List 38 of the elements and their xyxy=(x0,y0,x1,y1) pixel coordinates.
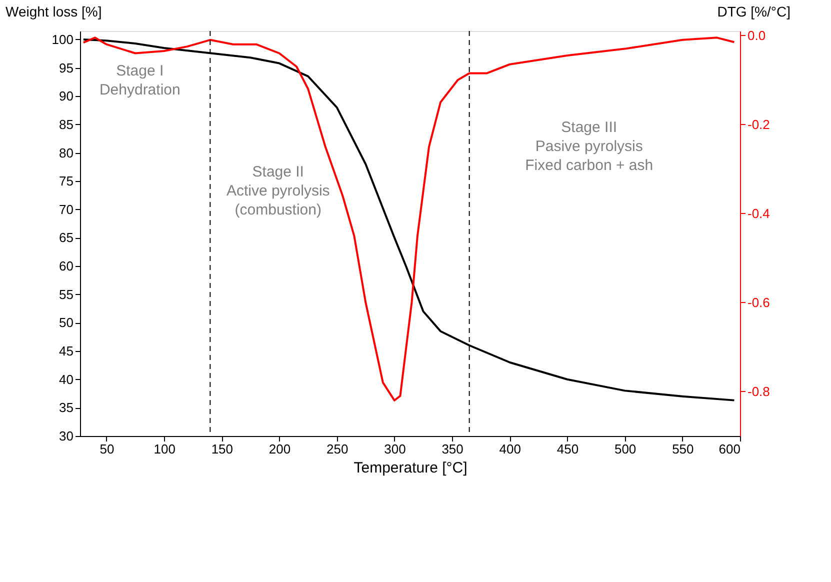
y2-tick-label: -0.6 xyxy=(748,294,770,310)
annotation: Stage I Dehydration xyxy=(99,62,180,98)
y2-tick-label: -0.8 xyxy=(748,384,770,399)
y-tick-label: 100 xyxy=(52,32,74,47)
y-tick-label: 30 xyxy=(59,428,74,444)
y-tick-label: 40 xyxy=(59,372,74,387)
y-tick-label: 45 xyxy=(59,344,74,359)
x-axis-title: Temperature [°C] xyxy=(354,460,468,476)
annotation: Stage II Active pyrolysis (combustion) xyxy=(226,164,330,219)
annotation: Stage III Pasive pyrolysis Fixed carbon + ash xyxy=(525,119,654,174)
y-tick-label: 75 xyxy=(59,174,74,189)
x-tick-label: 600 xyxy=(718,442,740,456)
y-tick-label: 35 xyxy=(59,400,74,416)
y-tick-label: 85 xyxy=(59,116,74,132)
x-tick-label: 200 xyxy=(268,442,291,456)
y-tick-label: 80 xyxy=(59,145,74,160)
y-tick-label: 95 xyxy=(59,60,74,76)
y-axis-title: Weight loss [%] xyxy=(6,4,102,20)
y-tick-label: 60 xyxy=(59,258,74,274)
y-tick-label: 55 xyxy=(59,286,74,302)
x-tick-label: 250 xyxy=(326,442,348,456)
x-tick-label: 300 xyxy=(384,442,406,456)
x-tick-label: 500 xyxy=(614,442,636,456)
y2-tick-label: 0.0 xyxy=(748,28,766,43)
y-tick-label: 90 xyxy=(59,88,74,104)
y-tick-label: 65 xyxy=(59,230,74,246)
x-tick-label: 100 xyxy=(154,442,176,456)
y-tick-label: 70 xyxy=(59,202,74,217)
y2-tick-label: -0.4 xyxy=(748,206,770,221)
x-tick-label: 50 xyxy=(100,442,114,456)
x-tick-label: 150 xyxy=(211,442,234,456)
x-tick-label: 550 xyxy=(672,442,694,456)
y2-axis-title: DTG [%/°C] xyxy=(717,4,790,20)
y-tick-label: 50 xyxy=(59,315,74,330)
y2-tick-label: -0.2 xyxy=(748,116,770,132)
x-tick-label: 400 xyxy=(499,442,521,456)
x-tick-label: 450 xyxy=(556,442,579,456)
x-tick-label: 350 xyxy=(442,442,464,456)
